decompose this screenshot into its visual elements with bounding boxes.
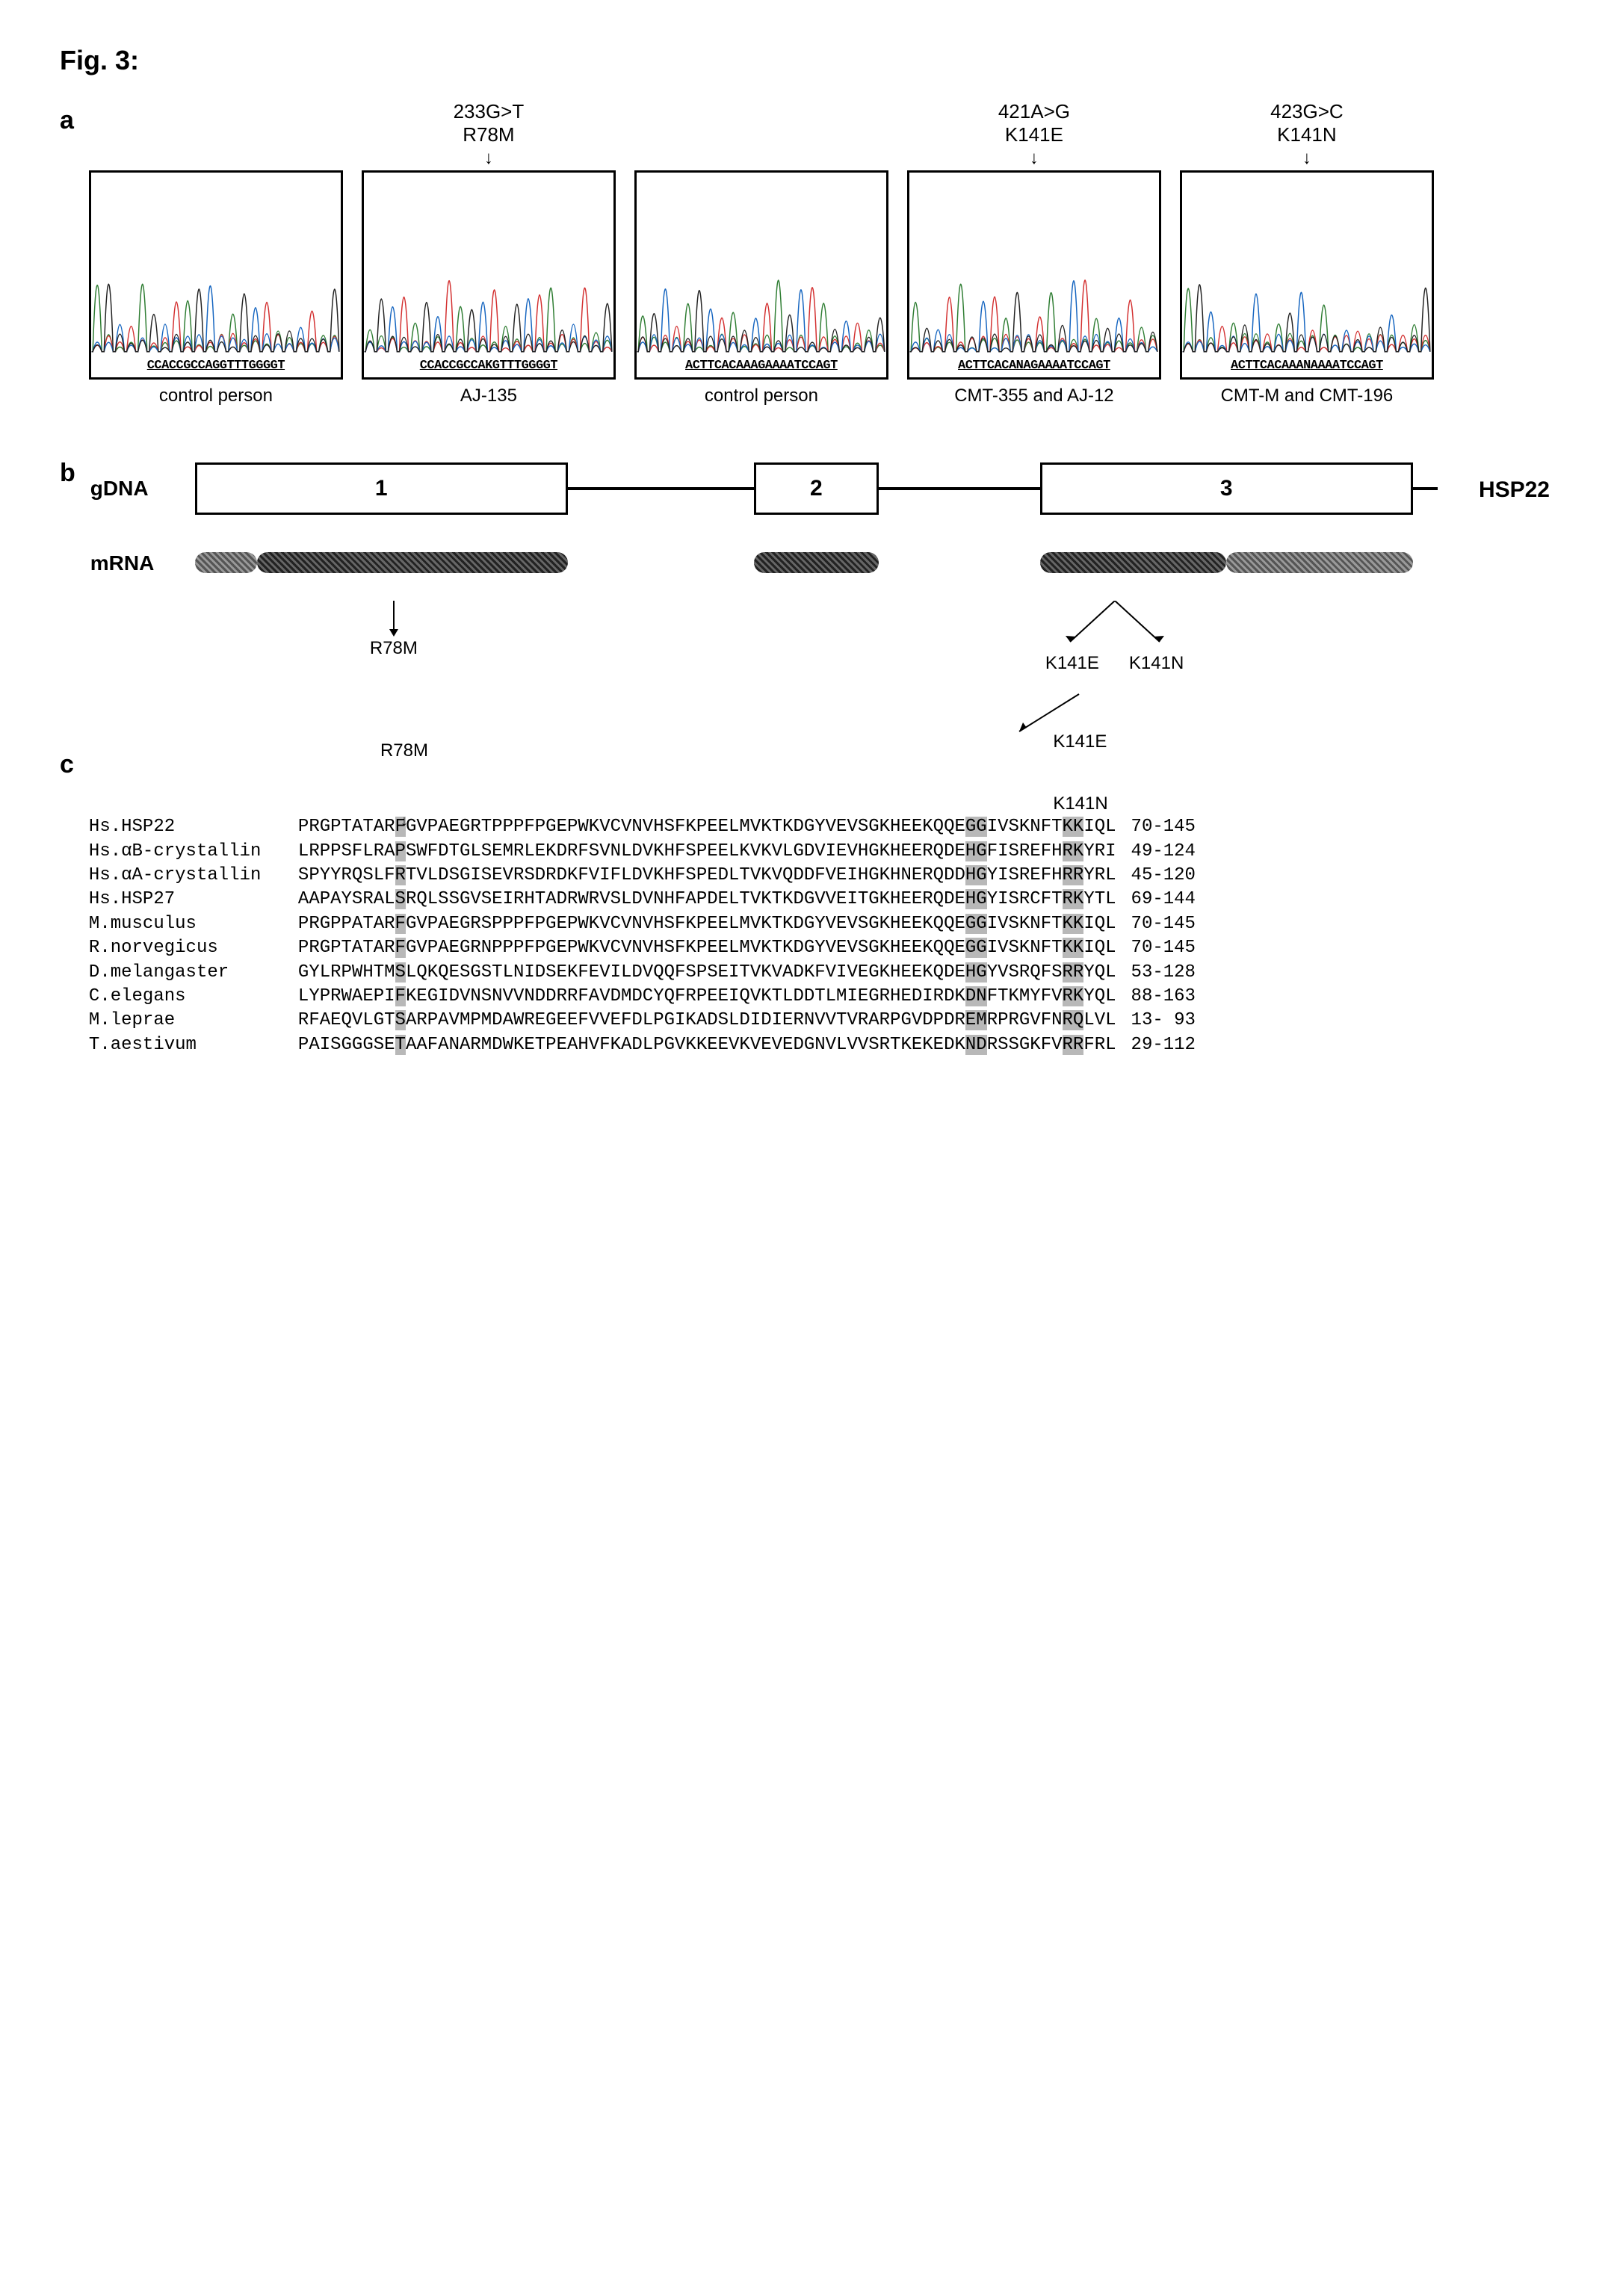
chromatogram-box: ACTTCACANAGAAAATCCAGT [907,170,1161,380]
arrow-down-icon: ↓ [484,148,493,169]
mrna-segment [1040,552,1226,573]
panel-a-label: a [60,106,74,135]
residue-range: 69-144 [1131,888,1196,912]
sequence: GYLRPWHTMSLQKQESGSTLNIDSEKFEVILDVQQFSPSE… [298,961,1116,985]
arrow-down-icon: ↓ [1302,148,1311,169]
species-name: Hs.αA-crystallin [89,864,298,888]
alignment-row: Hs.αA-crystallinSPYYRQSLFRTVLDSGISEVRSDR… [89,864,1557,888]
chromatogram-sequence: CCACCGCCAKGTTTGGGGT [364,359,613,373]
species-name: T.aestivum [89,1033,298,1057]
alignment-row: M.musculusPRGPPATARFGVPAEGRSPPPFPGEPWKVC… [89,912,1557,936]
sequence: RFAEQVLGTSARPAVMPMDAWREGEEFVVEFDLPGIKADS… [298,1009,1116,1033]
gene-diagram: gDNA HSP22 1 2 3 mRNA R78M K141EK141N [90,451,1557,705]
species-name: Hs.HSP22 [89,815,298,839]
alignment-row: C.elegansLYPRWAEPIFKEGIDVNSNVVNDDRRFAVDM… [89,985,1557,1009]
gdna-label: gDNA [90,477,195,501]
sample-label: control person [159,386,273,406]
residue-range: 70-145 [1131,912,1196,936]
mrna-label: mRNA [90,551,195,575]
chromatogram-group: ↓ ACTTCACAAAGAAAATCCAGT control person [634,99,888,406]
residue-range: 70-145 [1131,936,1196,960]
exon-box: 2 [754,462,878,515]
panel-c: c R78M ↓ K141E K141N Hs.HSP22PRGPTATARFG… [60,743,1557,1057]
species-name: Hs.αB-crystallin [89,840,298,864]
mutation-pointer: K141EK141N [1040,601,1190,674]
sequence: AAPAYSRALSRQLSSGVSEIRHTADRWRVSLDVNHFAPDE… [298,888,1116,912]
chromatogram-box: ACTTCACAAANAAAATCCAGT [1180,170,1434,380]
panel-b: b gDNA HSP22 1 2 3 mRNA R78M K141EK141N [60,451,1557,705]
chromatogram-group: 421A>GK141E ↓ ACTTCACANAGAAAATCCAGT CMT-… [907,99,1161,406]
exon-box: 1 [195,462,568,515]
chromatogram-sequence: ACTTCACANAGAAAATCCAGT [909,359,1159,373]
species-name: D.melangaster [89,961,298,985]
alignment-block: R78M ↓ K141E K141N Hs.HSP22PRGPTATARFGVP… [89,743,1557,1057]
exon-box: 3 [1040,462,1413,515]
sequence: PRGPTATARFGVPAEGRNPPPFPGEPWKVCVNVHSFKPEE… [298,936,1116,960]
alignment-row: D.melangasterGYLRPWHTMSLQKQESGSTLNIDSEKF… [89,961,1557,985]
alignment-mutation-labels: R78M ↓ K141E K141N [298,690,1270,743]
mrna-segment [1226,552,1412,573]
sample-label: CMT-M and CMT-196 [1221,386,1394,406]
chromatogram-box: CCACCGCCAGGTTTGGGGT [89,170,343,380]
mrna-segment [754,552,878,573]
sample-label: CMT-355 and AJ-12 [954,386,1113,406]
mrna-track [195,537,1438,590]
mutation-label: 423G>CK141N [1270,99,1344,146]
chromatogram-row: ↓ CCACCGCCAGGTTTGGGGT control person 233… [89,99,1434,406]
chromatogram-box: CCACCGCCAKGTTTGGGGT [362,170,616,380]
mutation-pointer: R78M [370,601,418,659]
residue-range: 29-112 [1131,1033,1196,1057]
species-name: R.norvegicus [89,936,298,960]
mrna-segment [195,552,257,573]
species-name: M.leprae [89,1009,298,1033]
panel-c-label: c [60,750,74,779]
alignment-row: Hs.HSP27AAPAYSRALSRQLSSGVSEIRHTADRWRVSLD… [89,888,1557,912]
species-name: C.elegans [89,985,298,1009]
chromatogram-group: 233G>TR78M ↓ CCACCGCCAKGTTTGGGGT AJ-135 [362,99,616,406]
residue-range: 88-163 [1131,985,1196,1009]
chromatogram-sequence: ACTTCACAAAGAAAATCCAGT [637,359,886,373]
species-name: Hs.HSP27 [89,888,298,912]
sequence: LYPRWAEPIFKEGIDVNSNVVNDDRRFAVDMDCYQFRPEE… [298,985,1116,1009]
residue-range: 53-128 [1131,961,1196,985]
arrow-down-icon: ↓ [1030,148,1039,169]
sample-label: AJ-135 [460,386,517,406]
alignment-row: Hs.HSP22PRGPTATARFGVPAEGRTPPPFPGEPWKVCVN… [89,815,1557,839]
gene-name-label: HSP22 [1479,477,1550,503]
residue-range: 13- 93 [1131,1009,1196,1033]
alignment-row: T.aestivumPAISGGGSETAAFANARMDWKETPEAHVFK… [89,1033,1557,1057]
chromatogram-group: ↓ CCACCGCCAGGTTTGGGGT control person [89,99,343,406]
species-name: M.musculus [89,912,298,936]
mrna-segment [257,552,568,573]
figure-label: Fig. 3: [60,45,1557,76]
chromatogram-sequence: CCACCGCCAGGTTTGGGGT [91,359,341,373]
mutation-label: 421A>GK141E [998,99,1070,146]
sample-label: control person [705,386,818,406]
alignment-row: M.lepraeRFAEQVLGTSARPAVMPMDAWREGEEFVVEFD… [89,1009,1557,1033]
sequence: PRGPPATARFGVPAEGRSPPPFPGEPWKVCVNVHSFKPEE… [298,912,1116,936]
gdna-track: HSP22 123 [195,451,1438,526]
alignment-row: R.norvegicusPRGPTATARFGVPAEGRNPPPFPGEPWK… [89,936,1557,960]
chromatogram-box: ACTTCACAAAGAAAATCCAGT [634,170,888,380]
residue-range: 49-124 [1131,840,1196,864]
sequence: PAISGGGSETAAFANARMDWKETPEAHVFKADLPGVKKEE… [298,1033,1116,1057]
panel-a: a ↓ CCACCGCCAGGTTTGGGGT control person 2… [60,99,1557,406]
panel-b-label: b [60,459,75,488]
alignment-row: Hs.αB-crystallinLRPPSFLRAPSWFDTGLSEMRLEK… [89,840,1557,864]
mutation-pointers: R78M K141EK141N [195,601,1438,705]
residue-range: 45-120 [1131,864,1196,888]
residue-range: 70-145 [1131,815,1196,839]
chromatogram-group: 423G>CK141N ↓ ACTTCACAAANAAAATCCAGT CMT-… [1180,99,1434,406]
mutation-label: 233G>TR78M [454,99,525,146]
chromatogram-sequence: ACTTCACAAANAAAATCCAGT [1182,359,1432,373]
